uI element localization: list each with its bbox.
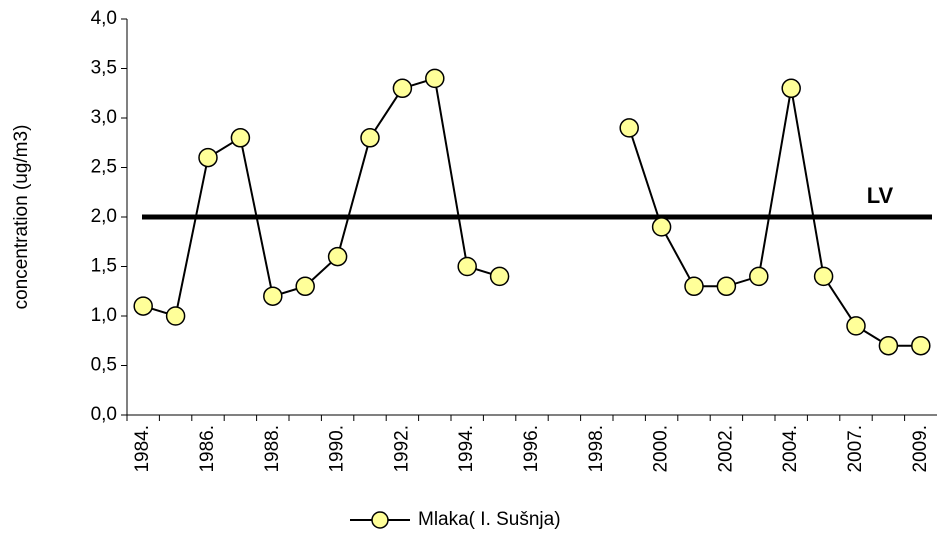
series-line [142,77,500,318]
x-tick-label: 2009. [910,425,931,473]
marker [295,276,315,297]
x-tick-label: 1984. [132,425,153,473]
marker [878,335,899,356]
x-tick-label: 1994. [456,425,477,473]
y-tick-label: 3,5 [91,58,117,79]
x-tick-label: 2004. [780,425,801,473]
legend-marker [371,511,389,529]
y-axis-label: concentration (ug/m3) [11,125,32,310]
marker [425,68,445,89]
marker [489,266,510,287]
marker [133,296,153,316]
marker [457,256,477,277]
marker [198,147,218,168]
marker [619,118,639,138]
marker [846,316,866,336]
marker [392,78,413,99]
x-tick-label: 1998. [586,425,607,473]
marker [813,266,834,287]
legend-label: Mlaka( I. Sušnja) [418,509,561,530]
marker [749,266,769,287]
x-tick-label: 1996. [521,425,542,473]
marker [165,306,186,326]
series-line [628,88,921,347]
y-tick-label: 4,0 [91,8,117,29]
x-tick-label: 1986. [197,425,218,473]
y-tick-label: 1,5 [91,256,117,277]
marker [651,217,672,237]
y-tick-label: 2,5 [91,157,117,178]
marker [360,128,380,148]
reference-label: LV [867,183,894,208]
x-tick-label: 1990. [327,425,348,473]
x-tick-label: 1992. [391,425,412,473]
y-tick-label: 2,0 [91,206,117,227]
x-tick-label: 1988. [262,425,283,473]
y-tick-label: 0,5 [91,355,117,376]
marker [911,335,931,356]
marker [327,246,348,267]
x-tick-label: 2007. [845,425,866,473]
x-tick-label: 2002. [715,425,736,473]
marker [684,276,704,297]
y-tick-label: 1,0 [91,305,117,326]
x-tick-label: 2000. [651,425,672,473]
y-tick-label: 3,0 [91,107,117,128]
marker [781,78,801,99]
y-tick-label: 0,0 [91,404,117,425]
marker [263,286,283,306]
marker [230,128,251,148]
marker [716,276,737,297]
